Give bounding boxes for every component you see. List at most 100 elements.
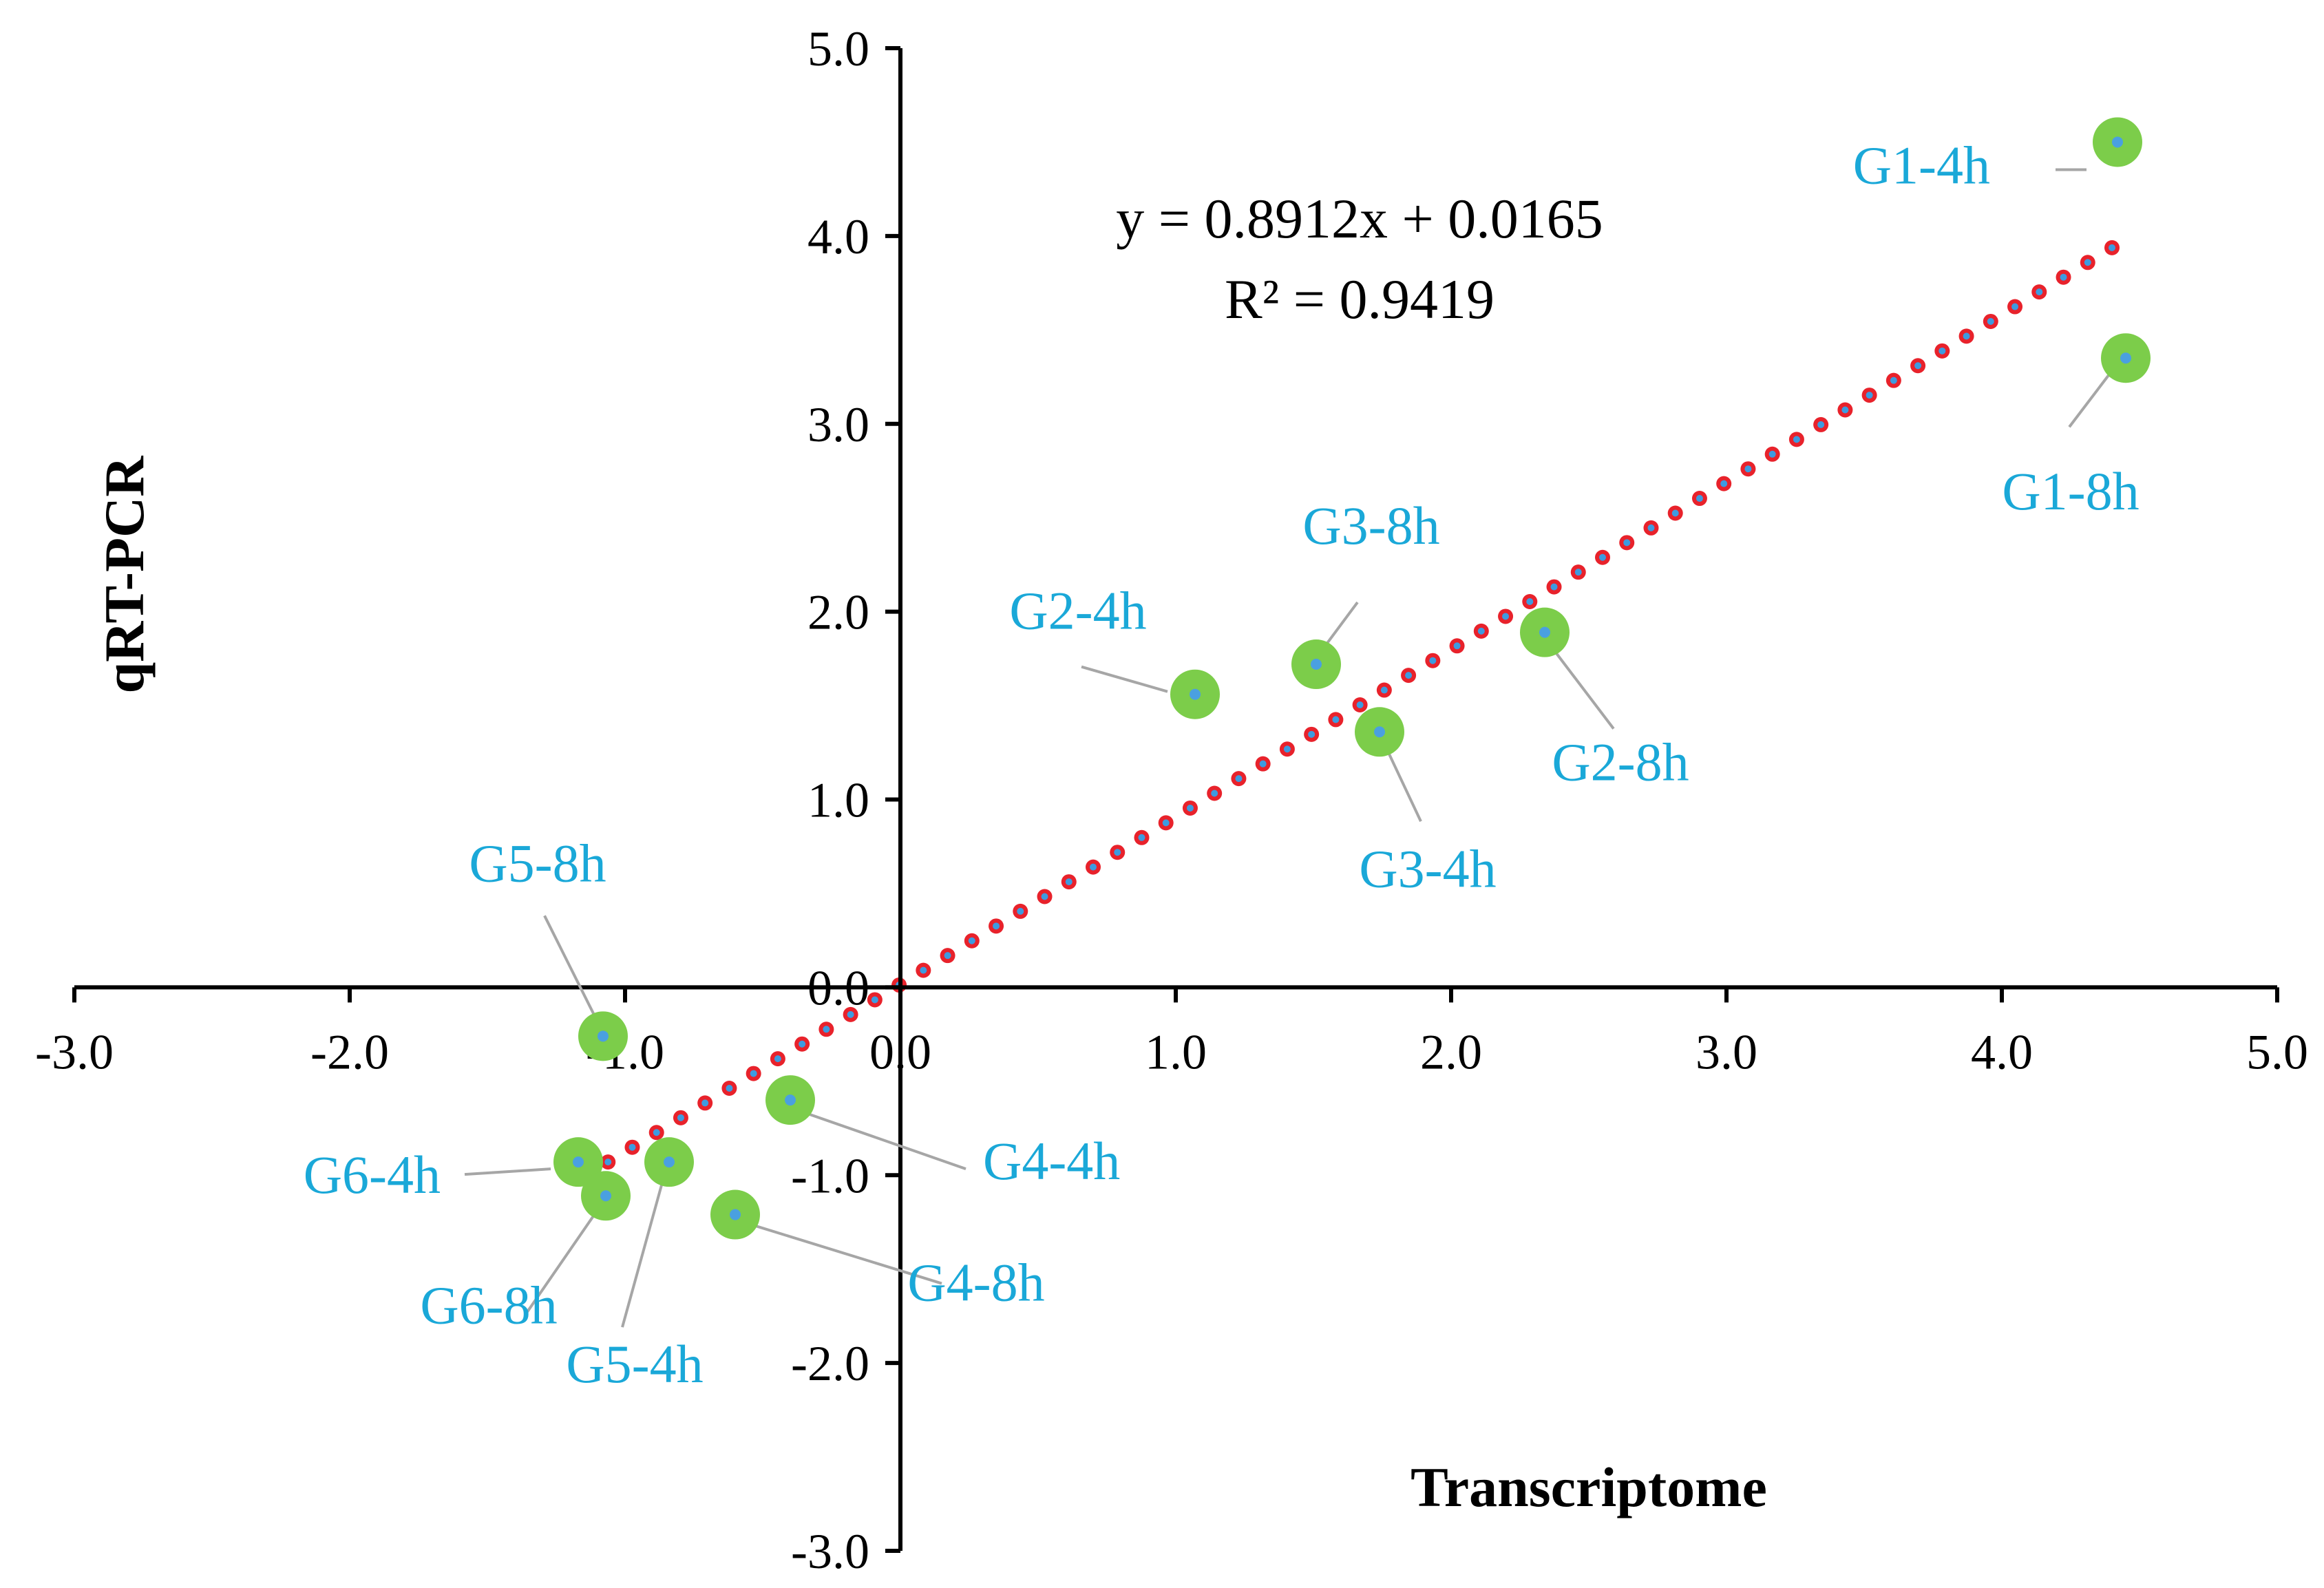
leader-line: [464, 1167, 551, 1176]
trendline-dot-center: [1162, 819, 1170, 827]
trendline-dot-center: [1526, 598, 1534, 606]
x-axis-title: Transcriptome: [1411, 1456, 1767, 1518]
data-point-center: [573, 1156, 584, 1168]
trendline-dot-center: [2011, 303, 2019, 310]
y-tick-label: 2.0: [807, 585, 869, 640]
trendline-dot-center: [1308, 730, 1316, 738]
trendline-dot-center: [2109, 244, 2115, 251]
trendline-dot-center: [847, 1010, 854, 1018]
trendline-dot-center: [1866, 392, 1873, 399]
x-tick-label: 1.0: [1145, 1024, 1207, 1079]
data-points: [553, 117, 2151, 1240]
leader-line: [2068, 374, 2110, 428]
trendline-dot-center: [1623, 539, 1631, 547]
leader-lines: [464, 168, 2110, 1328]
trendline-dot-center: [1647, 524, 1655, 531]
leader-line: [525, 1212, 597, 1314]
point-label: G3-4h: [1359, 838, 1496, 898]
y-tick-label: 3.0: [807, 397, 869, 452]
data-point-center: [785, 1094, 796, 1106]
trendline-dot-center: [1477, 627, 1485, 635]
leader-line: [1386, 750, 1422, 823]
point-label: G2-4h: [1009, 581, 1146, 641]
r-squared: R² = 0.9419: [1225, 268, 1494, 330]
trendline-dot-center: [1744, 465, 1752, 473]
data-point-center: [664, 1156, 675, 1168]
trendline-dot-center: [677, 1114, 684, 1121]
data-point-center: [2120, 352, 2131, 364]
trendline-dot-center: [1211, 790, 1218, 797]
trendline-dot-center: [944, 952, 951, 960]
point-label: G6-4h: [304, 1145, 441, 1205]
y-tick-label: 5.0: [807, 21, 869, 76]
y-tick-label: 0.0: [807, 960, 869, 1015]
x-tick-label: -2.0: [310, 1024, 389, 1079]
trendline-dot-center: [750, 1070, 757, 1077]
data-point-center: [1190, 688, 1201, 700]
trendline-dot-center: [1720, 480, 1728, 487]
trendline-dot-center: [1235, 775, 1243, 783]
trendline-dot-center: [1914, 362, 1922, 370]
point-label: G5-8h: [469, 833, 606, 893]
trendline-dot-center: [1090, 863, 1097, 871]
leader-line: [543, 915, 598, 1020]
point-label: G4-8h: [907, 1253, 1044, 1313]
point-label: G5-4h: [566, 1334, 703, 1394]
data-point-center: [1539, 626, 1550, 638]
trendline-dot-center: [1259, 760, 1267, 767]
trendline-dot-center: [968, 937, 975, 944]
leader-line: [621, 1182, 664, 1328]
data-point-center: [1311, 659, 1322, 670]
leader-line: [1554, 650, 1615, 730]
trendline-dot-center: [1841, 406, 1849, 414]
trendline-dot-center: [1890, 377, 1897, 384]
y-tick-label: -3.0: [791, 1524, 869, 1579]
x-ticks: -3.0 -2.0 -1.0 0.0 1.0 2.0 3.0 4.0 5.0: [35, 987, 2308, 1079]
trendline-dot-center: [1380, 686, 1388, 694]
regression-equation: y = 0.8912x + 0.0165: [1116, 187, 1603, 250]
leader-line: [752, 1223, 942, 1285]
data-point-center: [1374, 726, 1385, 738]
point-labels: G1-4h G1-8h G2-4h G2-8h G3-8h G3-4h G5-8h G4-4h…: [304, 135, 2140, 1394]
x-tick-label: 2.0: [1420, 1024, 1482, 1079]
data-point-center: [730, 1209, 741, 1220]
trendline-dot-center: [1138, 834, 1145, 841]
trendline-dot-center: [1041, 893, 1048, 900]
trendline-dot-center: [1963, 332, 1970, 340]
trendline-dot-center: [1114, 849, 1121, 856]
x-tick-label: -3.0: [35, 1024, 114, 1079]
trendline-dot-center: [1429, 657, 1437, 664]
trendline-dot-center: [1332, 716, 1340, 723]
y-tick-label: 1.0: [807, 773, 869, 828]
data-point-center: [600, 1190, 611, 1202]
data-point-center: [2112, 136, 2123, 148]
trendline-dot-center: [823, 1026, 830, 1033]
trendline-dot-center: [1768, 450, 1776, 458]
trendline-dot-center: [1017, 907, 1024, 915]
trendline-dot-center: [2060, 273, 2067, 281]
trendline-dot-center: [1696, 495, 1703, 502]
trendline-dot-center: [628, 1143, 636, 1151]
trendline-dot-center: [1793, 436, 1800, 443]
data-point-center: [598, 1030, 609, 1042]
y-ticks: -3.0 -2.0 -1.0 0.0 1.0 2.0 3.0 4.0 5.0: [791, 21, 900, 1579]
y-tick-label: 4.0: [807, 209, 869, 264]
trendline-dot-center: [993, 922, 1000, 930]
point-label: G1-4h: [1853, 135, 1990, 195]
trendline-dot-center: [1453, 642, 1461, 650]
trendline-dot-center: [1599, 553, 1606, 561]
trendline-dot-center: [1817, 421, 1825, 428]
trendline-dot-center: [1671, 509, 1679, 517]
trendline-dot-center: [871, 996, 878, 1004]
y-axis-title: qRT-PCR: [93, 456, 156, 694]
x-tick-label: 0.0: [869, 1024, 931, 1079]
y-tick-label: -2.0: [791, 1336, 869, 1391]
trendline-dot-center: [1939, 347, 1946, 354]
trendline-dot-center: [1186, 804, 1194, 812]
trendline-dot-center: [1987, 317, 1994, 325]
trendline-dot-center: [2036, 288, 2043, 296]
leader-line: [1081, 665, 1168, 693]
trendline-dot-center: [1356, 701, 1364, 708]
trendline-dot-center: [799, 1040, 806, 1048]
